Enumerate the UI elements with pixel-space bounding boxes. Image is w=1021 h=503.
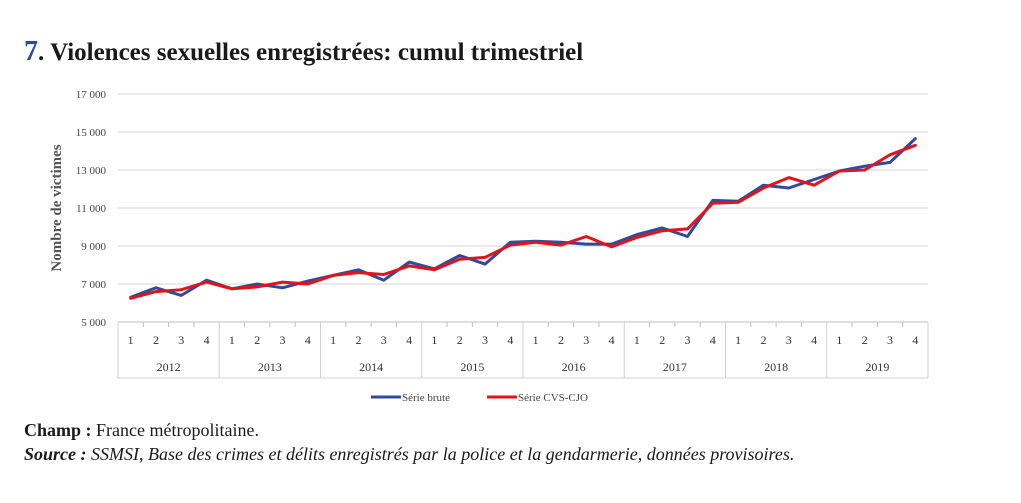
quarter-label: 4 [912, 333, 918, 347]
quarter-label: 3 [685, 333, 691, 347]
quarter-label: 2 [558, 333, 564, 347]
quarter-label: 3 [178, 333, 184, 347]
chart-number: 7 [24, 36, 38, 67]
year-label: 2013 [258, 360, 282, 374]
source-note: Source : SSMSI, Base des crimes et délit… [24, 442, 794, 466]
quarter-label: 4 [507, 333, 513, 347]
quarter-label: 4 [710, 333, 716, 347]
source-text: SSMSI, Base des crimes et délits enregis… [86, 444, 795, 464]
chart-title-text: Violences sexuelles enregistrées: cumul … [50, 39, 584, 66]
y-tick-label: 7 000 [81, 279, 106, 291]
quarter-label: 2 [254, 333, 260, 347]
quarter-label: 2 [760, 333, 766, 347]
champ-note: Champ : France métropolitaine. [24, 418, 794, 442]
year-label: 2012 [157, 360, 181, 374]
y-tick-label: 5 000 [81, 317, 106, 329]
y-tick-label: 11 000 [76, 203, 106, 215]
source-label: Source : [24, 444, 87, 464]
quarter-label: 2 [153, 333, 159, 347]
year-label: 2018 [764, 360, 788, 374]
champ-text: France métropolitaine. [91, 420, 259, 440]
chart-notes: Champ : France métropolitaine. Source : … [24, 418, 794, 466]
y-axis-label: Nombre de victimes [49, 144, 65, 271]
quarter-label: 3 [583, 333, 589, 347]
chart-title: 7. Violences sexuelles enregistrées: cum… [24, 36, 584, 67]
quarter-label: 3 [280, 333, 286, 347]
quarter-label: 4 [406, 333, 412, 347]
quarter-label: 2 [355, 333, 361, 347]
quarter-label: 4 [811, 333, 817, 347]
year-label: 2016 [562, 360, 586, 374]
quarter-label: 1 [836, 333, 842, 347]
legend-label: Série brute [402, 392, 450, 404]
series-line-brute [129, 137, 917, 299]
y-tick-label: 13 000 [76, 165, 107, 177]
year-label: 2015 [460, 360, 484, 374]
quarter-label: 2 [659, 333, 665, 347]
quarter-label: 4 [204, 333, 210, 347]
champ-label: Champ : [24, 420, 92, 440]
line-chart: 5 000 7 000 9 000 11 000 13 000 15 000 17 000 N… [49, 89, 929, 404]
quarter-label: 1 [431, 333, 437, 347]
y-tick-label: 15 000 [76, 127, 107, 139]
quarter-label: 1 [634, 333, 640, 347]
quarter-label: 1 [533, 333, 539, 347]
quarter-label: 1 [128, 333, 134, 347]
y-tick-label: 9 000 [81, 241, 106, 253]
year-label: 2014 [359, 360, 383, 374]
quarter-label: 4 [305, 333, 311, 347]
quarter-label: 4 [609, 333, 615, 347]
quarter-label: 2 [457, 333, 463, 347]
quarter-label: 1 [735, 333, 741, 347]
legend-label: Série CVS-CJO [518, 392, 588, 404]
quarter-label: 2 [862, 333, 868, 347]
year-label: 2017 [663, 360, 687, 374]
quarter-label: 3 [887, 333, 893, 347]
year-label: 2019 [865, 360, 889, 374]
quarter-label: 3 [786, 333, 792, 347]
quarter-label: 3 [482, 333, 488, 347]
quarter-label: 3 [381, 333, 387, 347]
y-tick-label: 17 000 [76, 89, 107, 101]
series-line-cvs-cjo [129, 143, 917, 300]
quarter-label: 1 [330, 333, 336, 347]
quarter-label: 1 [229, 333, 235, 347]
